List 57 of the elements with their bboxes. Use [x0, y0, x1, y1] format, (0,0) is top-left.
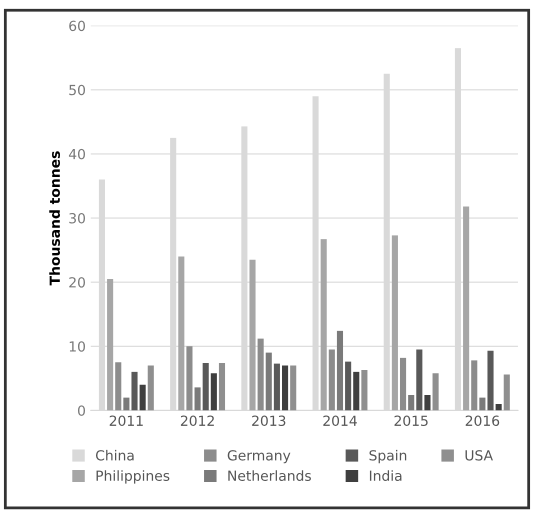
- bar: [194, 387, 201, 410]
- bar: [140, 384, 146, 410]
- bar: [432, 373, 439, 410]
- bar: [353, 372, 360, 410]
- bar: [210, 373, 217, 410]
- bar: [328, 349, 335, 410]
- legend-label: China: [96, 450, 134, 461]
- bar: [249, 260, 256, 410]
- x-tick-label: 2013: [252, 416, 286, 426]
- x-tick-label: 2011: [110, 416, 143, 426]
- bar: [178, 256, 184, 410]
- y-axis-title: Thousand tonnes: [49, 151, 60, 286]
- legend-label: Spain: [369, 450, 406, 464]
- bar: [361, 370, 368, 410]
- y-tick-label: 40: [68, 148, 85, 160]
- bar: [258, 338, 264, 410]
- bar: [471, 360, 478, 410]
- y-tick-label: 50: [69, 84, 85, 96]
- bar: [504, 374, 510, 410]
- bar: [186, 346, 192, 410]
- bar: [290, 366, 296, 410]
- bar: [202, 362, 209, 410]
- y-tick-label: 0: [78, 405, 85, 416]
- legend-label: Netherlands: [228, 470, 311, 481]
- bar: [408, 395, 414, 410]
- y-tick-label: 10: [70, 341, 85, 352]
- bar: [479, 398, 486, 410]
- legend-label: India: [370, 470, 402, 481]
- bar: [107, 278, 114, 410]
- bar: [416, 349, 422, 410]
- bar: [320, 239, 327, 410]
- bar: [487, 350, 494, 410]
- x-tick-label: 2015: [394, 416, 428, 426]
- bar: [424, 395, 431, 410]
- bar: [392, 235, 398, 410]
- x-tick-label: 2014: [323, 416, 357, 426]
- bar: [282, 366, 288, 410]
- bar: [400, 358, 406, 410]
- bar: [336, 330, 344, 410]
- bar: [266, 352, 272, 410]
- y-tick-label: 30: [69, 212, 85, 224]
- legend-label: USA: [466, 450, 493, 461]
- bar: [218, 362, 226, 410]
- bar: [345, 362, 352, 410]
- legend-label: Germany: [228, 450, 290, 464]
- bar: [131, 372, 138, 410]
- y-tick-label: 60: [69, 20, 85, 32]
- bar: [148, 366, 154, 410]
- bar: [115, 362, 122, 410]
- bar: [463, 206, 470, 410]
- bar: [123, 398, 130, 410]
- bar: [274, 364, 280, 410]
- x-tick-label: 2012: [180, 416, 214, 426]
- y-tick-label: 20: [69, 277, 85, 288]
- x-tick-label: 2016: [466, 416, 500, 426]
- legend-label: Philippines: [96, 470, 170, 484]
- bar: [496, 404, 502, 410]
